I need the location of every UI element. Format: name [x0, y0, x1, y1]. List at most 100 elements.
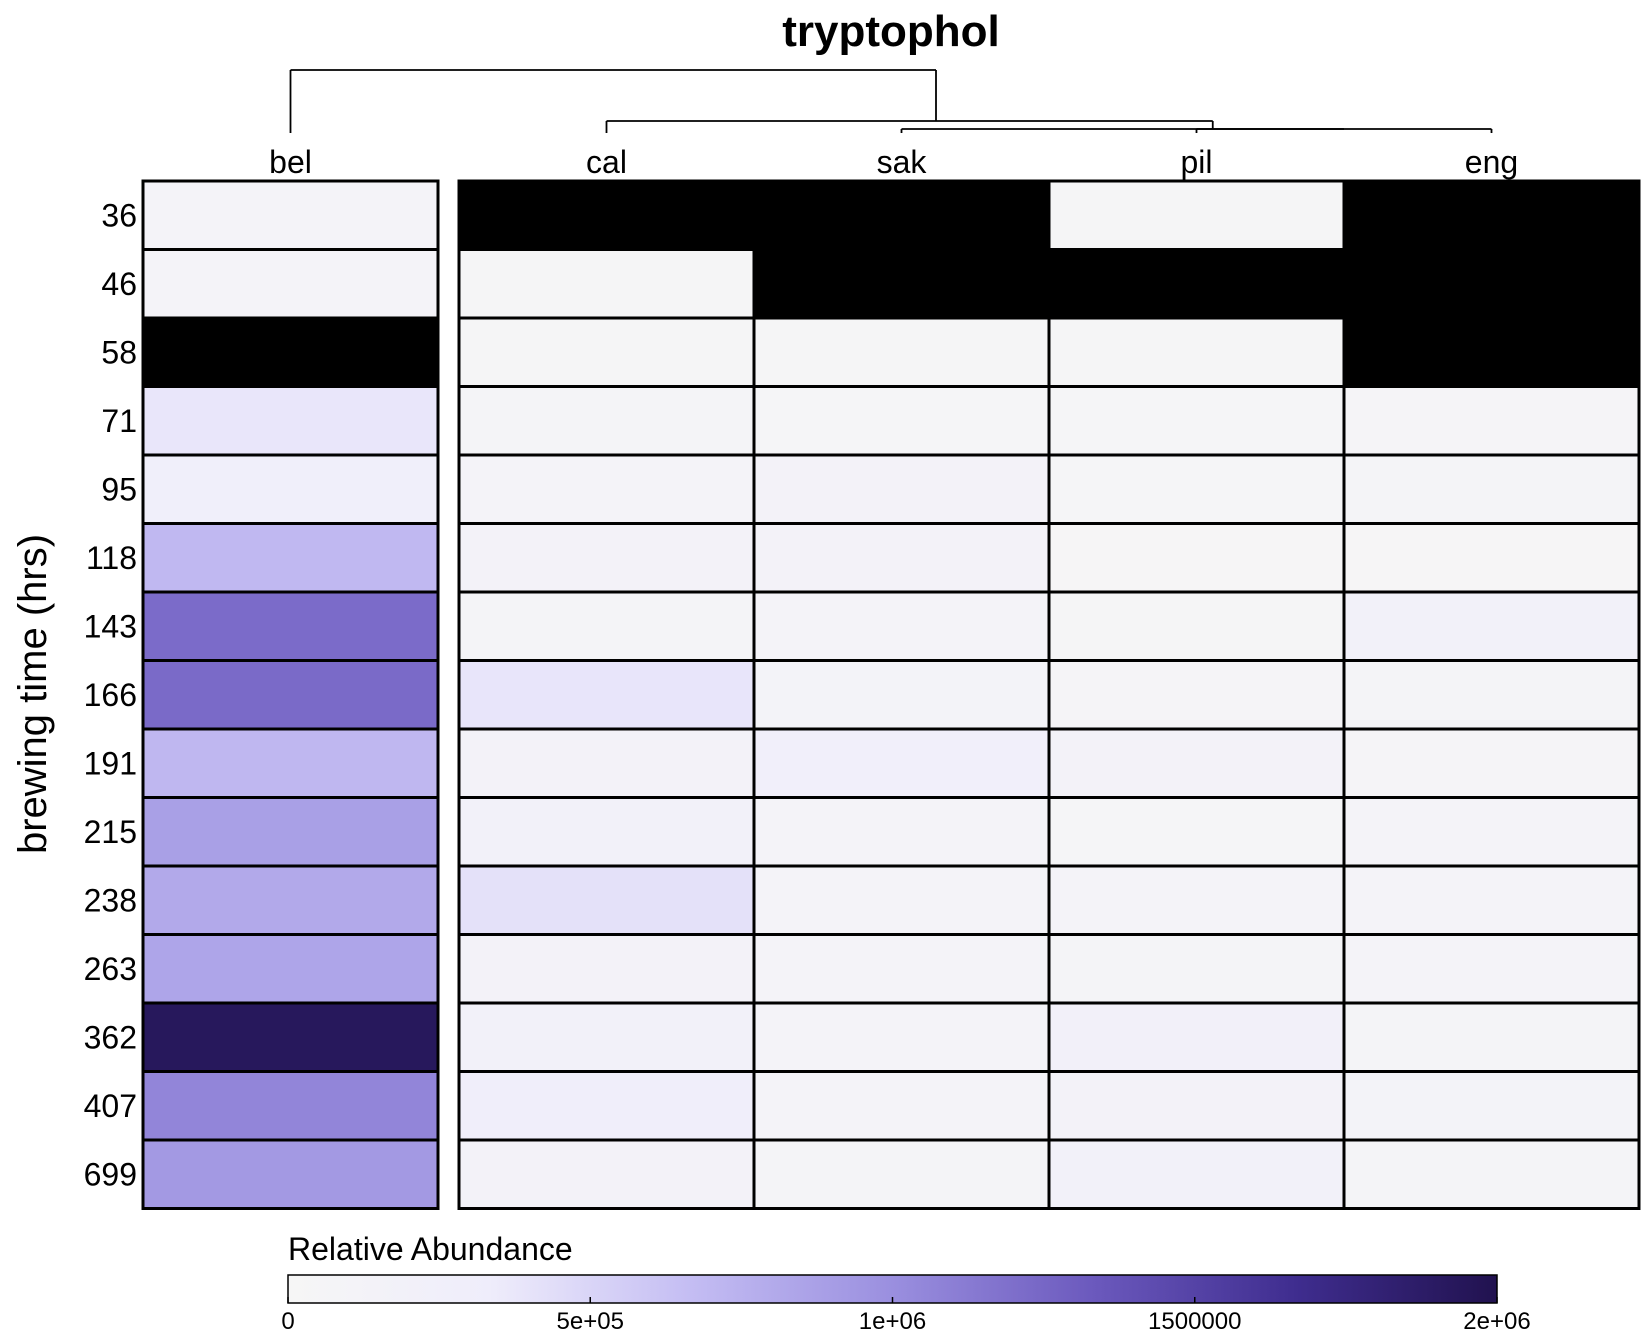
cell-bel-71	[141, 385, 440, 457]
cell-bel-46	[141, 248, 440, 320]
row-label-699: 699	[84, 1156, 137, 1192]
cell-cal-215	[457, 796, 756, 868]
row-label-71: 71	[101, 403, 137, 439]
colorbar-ticks: 0 5e+05 1e+06 1500000 2e+06	[281, 1297, 1531, 1335]
chart-title: tryptophol	[782, 7, 1000, 56]
row-label-95: 95	[101, 471, 137, 507]
cell-eng-699	[1342, 1138, 1641, 1210]
row-label-58: 58	[101, 334, 137, 370]
cell-eng-238	[1342, 864, 1641, 936]
cell-sak-95	[752, 453, 1051, 525]
colorbar-tick-label-4: 2e+06	[1463, 1308, 1530, 1335]
cell-bel-58	[141, 316, 440, 388]
cell-sak-71	[752, 385, 1051, 457]
cell-bel-362	[141, 1001, 440, 1073]
cell-sak-58	[752, 316, 1051, 388]
column-dendrogram	[289, 69, 1493, 133]
cell-pil-36	[1047, 179, 1346, 251]
cell-eng-58	[1342, 316, 1641, 388]
cell-sak-36	[752, 179, 1051, 251]
cell-pil-166	[1047, 659, 1346, 731]
cell-sak-362	[752, 1001, 1051, 1073]
column-label-cal: cal	[586, 144, 627, 180]
cell-bel-407	[141, 1070, 440, 1142]
row-label-143: 143	[84, 608, 137, 644]
cell-cal-699	[457, 1138, 756, 1210]
cell-sak-238	[752, 864, 1051, 936]
cell-pil-238	[1047, 864, 1346, 936]
cell-sak-166	[752, 659, 1051, 731]
cell-cal-407	[457, 1070, 756, 1142]
cell-cal-95	[457, 453, 756, 525]
y-axis-label: brewing time (hrs)	[11, 534, 55, 854]
heatmap-cells	[141, 179, 1641, 1210]
cell-bel-215	[141, 796, 440, 868]
column-label-bel: bel	[269, 144, 312, 180]
cell-eng-362	[1342, 1001, 1641, 1073]
row-label-215: 215	[84, 814, 137, 850]
cell-cal-36	[457, 179, 756, 251]
cell-pil-362	[1047, 1001, 1346, 1073]
cell-cal-58	[457, 316, 756, 388]
cell-bel-238	[141, 864, 440, 936]
cell-cal-46	[457, 248, 756, 320]
row-labels: 36 46 58 71 95 118 143 166 191 215 238 263 362 407 699	[84, 197, 137, 1192]
cell-sak-118	[752, 522, 1051, 594]
column-label-sak: sak	[877, 144, 928, 180]
colorbar-title: Relative Abundance	[288, 1231, 573, 1267]
cell-eng-118	[1342, 522, 1641, 594]
cell-pil-215	[1047, 796, 1346, 868]
cell-pil-191	[1047, 727, 1346, 799]
cell-pil-95	[1047, 453, 1346, 525]
colorbar-tick-label-1: 5e+05	[557, 1308, 624, 1335]
cell-sak-143	[752, 590, 1051, 662]
cell-sak-191	[752, 727, 1051, 799]
cell-cal-191	[457, 727, 756, 799]
cell-sak-699	[752, 1138, 1051, 1210]
cell-cal-71	[457, 385, 756, 457]
cell-eng-71	[1342, 385, 1641, 457]
cell-pil-263	[1047, 933, 1346, 1005]
cell-eng-191	[1342, 727, 1641, 799]
column-labels: bel cal sak pil eng	[269, 144, 1518, 180]
row-label-191: 191	[84, 745, 137, 781]
colorbar-tick-label-0: 0	[281, 1308, 294, 1335]
cell-eng-263	[1342, 933, 1641, 1005]
cell-bel-191	[141, 727, 440, 799]
cell-eng-215	[1342, 796, 1641, 868]
row-label-238: 238	[84, 882, 137, 918]
cell-sak-215	[752, 796, 1051, 868]
cell-cal-362	[457, 1001, 756, 1073]
cell-sak-407	[752, 1070, 1051, 1142]
cell-eng-95	[1342, 453, 1641, 525]
cell-eng-166	[1342, 659, 1641, 731]
cell-bel-263	[141, 933, 440, 1005]
cell-pil-407	[1047, 1070, 1346, 1142]
cell-cal-263	[457, 933, 756, 1005]
row-label-362: 362	[84, 1019, 137, 1055]
cell-cal-143	[457, 590, 756, 662]
cell-bel-118	[141, 522, 440, 594]
row-label-46: 46	[101, 266, 137, 302]
cell-pil-118	[1047, 522, 1346, 594]
colorbar-legend: Relative Abundance 0 5e+05 1e+06 1500000 2e+…	[281, 1231, 1530, 1335]
cell-eng-46	[1342, 248, 1641, 320]
cell-eng-143	[1342, 590, 1641, 662]
cell-bel-95	[141, 453, 440, 525]
colorbar-tick-label-3: 1500000	[1148, 1308, 1241, 1335]
cell-eng-407	[1342, 1070, 1641, 1142]
cell-cal-118	[457, 522, 756, 594]
row-label-36: 36	[101, 197, 137, 233]
column-label-pil: pil	[1180, 144, 1212, 180]
cell-bel-166	[141, 659, 440, 731]
cell-eng-36	[1342, 179, 1641, 251]
colorbar-tick-label-2: 1e+06	[859, 1308, 926, 1335]
cell-pil-71	[1047, 385, 1346, 457]
column-label-eng: eng	[1465, 144, 1518, 180]
cell-pil-699	[1047, 1138, 1346, 1210]
cell-cal-238	[457, 864, 756, 936]
cell-bel-36	[141, 179, 440, 251]
cell-pil-58	[1047, 316, 1346, 388]
row-label-118: 118	[86, 540, 137, 576]
